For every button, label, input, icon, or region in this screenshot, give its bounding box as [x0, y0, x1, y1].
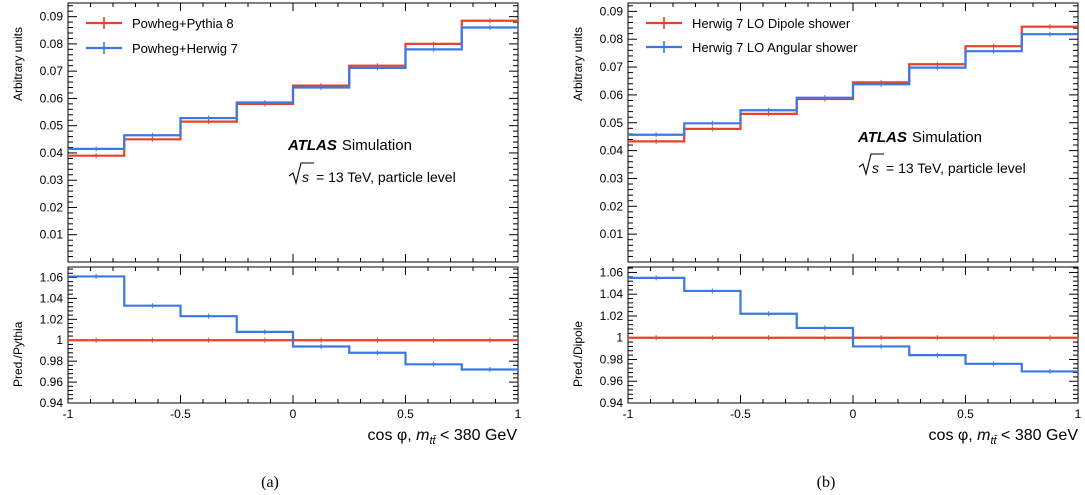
x-tick-label: 0.5	[957, 407, 974, 421]
y-tick-label: 0.03	[40, 173, 64, 187]
plot-a-top: 0.01 0.02 0.03 0.04 0.05 0.06 0.07 0.08 0.09 Arbi…	[11, 2, 519, 263]
y-tick-label: 1.02	[600, 309, 624, 323]
atlas-bold-a: ATLAS	[287, 137, 337, 154]
y-axis-title: Arbitrary units	[11, 27, 25, 101]
x-tick-label: -1	[623, 407, 634, 421]
panel-b: ATLAS Simulation s = 13 TeV, particle lev…	[817, 129, 1079, 491]
y-tick-label: 1.02	[40, 312, 64, 326]
y-tick-label: 0.96	[600, 374, 624, 388]
xlabel-sub-a: tt̄	[429, 435, 436, 447]
atlas-rest-a: Simulation	[342, 137, 412, 154]
xlabel-prefix-a: cos φ,	[368, 427, 417, 444]
xlabel-a: cos φ, mtt̄ < 380 GeV	[368, 427, 518, 447]
y-tick-label: 0.09	[40, 10, 64, 24]
energy-label-a: s = 13 TeV, particle level	[288, 162, 456, 186]
caption-b: (b)	[817, 474, 836, 491]
xlabel-suffix-b: < 380 GeV	[997, 427, 1079, 444]
y-tick-label: 0.02	[600, 199, 624, 213]
y-tick-label: 0.05	[600, 116, 624, 130]
y-axis-title: Pred./Pythia	[11, 321, 25, 387]
y-tick-label: 0.94	[600, 396, 624, 410]
energy-text-b: = 13 TeV, particle level	[886, 160, 1026, 176]
x-tick-label: -0.5	[170, 407, 191, 421]
energy-sqrt-b: s	[872, 160, 879, 176]
y-tick-label: 0.07	[600, 60, 624, 74]
xlabel-prefix-b: cos φ,	[929, 427, 978, 444]
x-tick-label: 0	[290, 407, 297, 421]
xlabel-suffix-a: < 380 GeV	[436, 427, 518, 444]
energy-sqrt-a: s	[302, 169, 309, 185]
y-tick-label: 0.94	[40, 396, 64, 410]
plot-b-ratio: -1 -0.5 0 0.5 1 0.94 0.96 0.98 1 1.02 1.04 1.06 Pred…	[571, 265, 1082, 421]
y-tick-label: 0.06	[600, 88, 624, 102]
xlabel-b: cos φ, mtt̄ < 380 GeV	[929, 427, 1079, 447]
xlabel-sub-b: tt̄	[990, 435, 997, 447]
y-tick-label: 0.04	[40, 146, 64, 160]
y-tick-label: 1.04	[600, 287, 624, 301]
y-tick-label: 1.06	[40, 270, 64, 284]
plot-a-ratio: -1 -0.5 0 0.5 1 0.94 0.96 0.98 1 1.02 1.04 1.06 Pred…	[11, 266, 522, 421]
x-tick-label: -1	[63, 407, 74, 421]
y-tick-label: 0.05	[40, 119, 64, 133]
legend-label: Herwig 7 LO Angular shower	[692, 40, 858, 55]
y-tick-label: 1.06	[600, 265, 624, 279]
y-tick-label: 0.98	[600, 352, 624, 366]
y-tick-label: 0.06	[40, 91, 64, 105]
x-tick-label: 1	[1075, 407, 1082, 421]
y-tick-label: 0.08	[600, 32, 624, 46]
energy-text-a: = 13 TeV, particle level	[316, 169, 456, 185]
x-tick-label: -0.5	[730, 407, 751, 421]
y-tick-label: 0.08	[40, 37, 64, 51]
y-tick-label: 0.01	[40, 228, 64, 242]
plot-b-top: 0.01 0.02 0.03 0.04 0.05 0.06 0.07 0.08 0.09 Arbi…	[571, 2, 1079, 263]
atlas-label-b: ATLAS Simulation	[857, 129, 982, 146]
x-tick-label: 0.5	[397, 407, 414, 421]
legend-label: Powheg+Herwig 7	[132, 41, 238, 56]
panel-a: ATLAS Simulation s = 13 TeV, particle lev…	[261, 137, 517, 491]
y-tick-label: 0.09	[600, 4, 624, 18]
y-tick-label: 1.04	[40, 291, 64, 305]
atlas-bold-b: ATLAS	[857, 129, 907, 146]
atlas-label-a: ATLAS Simulation	[287, 137, 412, 154]
y-tick-label: 0.96	[40, 375, 64, 389]
y-tick-label: 1	[616, 331, 623, 345]
legend-label: Powheg+Pythia 8	[132, 16, 234, 31]
series-line-blue	[68, 275, 518, 371]
y-axis-title: Pred./Dipole	[571, 321, 585, 387]
y-tick-label: 0.98	[40, 354, 64, 368]
xlabel-m-b: m	[977, 427, 990, 444]
y-tick-label: 0.03	[600, 171, 624, 185]
y-tick-label: 0.01	[600, 227, 624, 241]
caption-a: (a)	[261, 474, 279, 491]
legend-label: Herwig 7 LO Dipole shower	[692, 16, 851, 31]
x-tick-label: 1	[515, 407, 522, 421]
atlas-rest-b: Simulation	[912, 129, 982, 146]
x-tick-label: 0	[850, 407, 857, 421]
y-axis-title: Arbitrary units	[571, 27, 585, 101]
y-tick-label: 0.07	[40, 64, 64, 78]
y-tick-label: 0.04	[600, 144, 624, 158]
y-tick-label: 0.02	[40, 200, 64, 214]
energy-label-b: s = 13 TeV, particle level	[858, 153, 1026, 177]
y-tick-label: 1	[56, 333, 63, 347]
xlabel-m-a: m	[416, 427, 429, 444]
series-line-blue	[628, 276, 1078, 373]
